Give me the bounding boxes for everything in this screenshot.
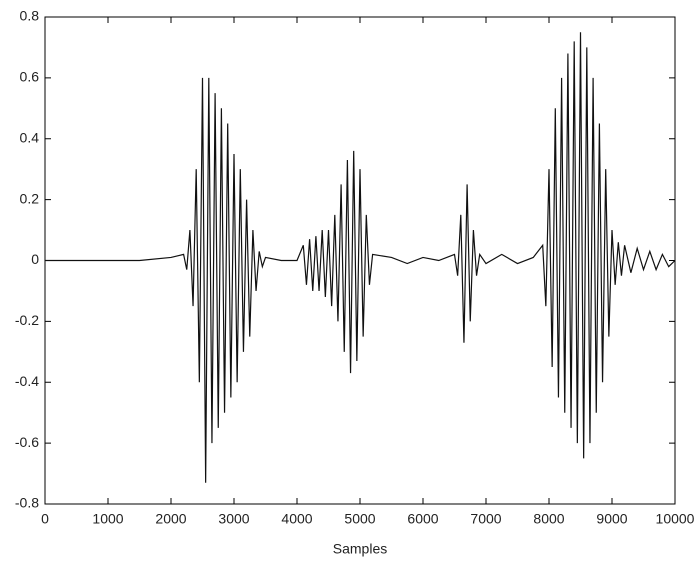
x-tick-label: 2000: [155, 511, 186, 527]
x-tick-label: 10000: [656, 511, 695, 527]
y-tick-label: 0.4: [20, 129, 40, 145]
y-tick-label: -0.6: [15, 434, 39, 450]
y-tick-label: 0: [31, 251, 39, 267]
x-tick-label: 7000: [470, 511, 501, 527]
x-tick-label: 3000: [218, 511, 249, 527]
y-tick-label: -0.4: [15, 373, 39, 389]
x-tick-label: 5000: [344, 511, 375, 527]
x-tick-label: 4000: [281, 511, 312, 527]
y-tick-label: -0.2: [15, 312, 39, 328]
y-tick-label: 0.2: [20, 190, 40, 206]
x-tick-label: 1000: [92, 511, 123, 527]
x-tick-label: 0: [41, 511, 49, 527]
y-tick-label: 0.6: [20, 69, 40, 85]
x-tick-label: 9000: [596, 511, 627, 527]
y-tick-label: -0.8: [15, 495, 39, 511]
y-tick-label: 0.8: [20, 8, 40, 24]
x-tick-label: 6000: [407, 511, 438, 527]
x-axis-label: Samples: [333, 541, 387, 557]
x-tick-label: 8000: [533, 511, 564, 527]
waveform: [45, 32, 676, 483]
